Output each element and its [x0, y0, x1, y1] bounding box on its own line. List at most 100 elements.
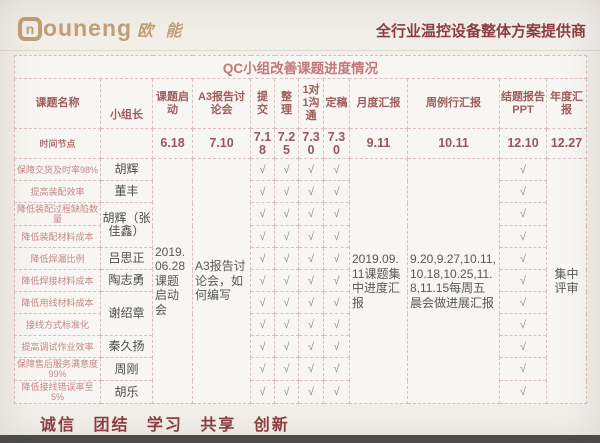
topic-cell: 接线方式标准化: [14, 313, 101, 336]
project-row: 降低用线材料成本 谢绍章 √ √ √ √ √: [14, 291, 587, 336]
submit-check: √: [250, 291, 275, 314]
ppt-check: √: [499, 357, 547, 381]
organize-check: √: [274, 313, 299, 336]
final-draft-check: √: [323, 202, 350, 226]
organize-check: √: [274, 247, 299, 270]
submit-check: √: [250, 380, 275, 404]
final-draft-check: √: [323, 247, 350, 270]
topic-cell: 保障售后服务满意度99%: [14, 357, 101, 381]
topic-cell: 降低用线材料成本: [14, 291, 101, 314]
topic-cell: 保障交货及时率98%: [14, 158, 101, 181]
leader-cell: 吕思正: [100, 247, 153, 270]
timeline-empty-cell: [100, 128, 153, 159]
logo-chinese-text: 欧 能: [137, 22, 186, 40]
timeline-date: 6.18: [152, 128, 193, 159]
submit-check: √: [250, 247, 275, 270]
timeline-label: 时间节点: [14, 128, 101, 159]
monthly-report-note: 2019.09.11课题集中进度汇报: [349, 158, 408, 404]
project-row: 降低装配过程缺陷数量 胡辉（张佳鑫） √ √ √ √ √: [14, 202, 587, 248]
ppt-check: √: [499, 335, 547, 358]
timeline-date: 7.30: [323, 128, 350, 159]
logo-mark-letter: n: [25, 20, 35, 37]
ppt-check: √: [499, 313, 547, 336]
progress-table-body: 保障交货及时率98% 胡辉 2019.06.28课题启动会 A3报告讨论会，如何编写 √…: [14, 158, 587, 404]
leader-cell: 谢绍章: [100, 291, 153, 336]
project-row: 降低焊接材料成本 陶志勇 √ √ √ √ √: [14, 269, 587, 292]
final-draft-check: √: [323, 291, 350, 314]
project-row: 接线方式标准化 √ √ √ √ √: [14, 313, 587, 336]
project-row: 保障售后服务满意度99% 周刚 √ √ √ √ √: [14, 357, 587, 381]
timeline-date: 7.10: [192, 128, 251, 159]
one-on-one-check: √: [298, 335, 324, 358]
submit-check: √: [250, 357, 275, 381]
final-draft-check: √: [323, 269, 350, 292]
timeline-date: 9.11: [349, 128, 408, 159]
topic-cell: 提高装配效率: [14, 180, 101, 203]
project-row: 降低装配材料成本 √ √ √ √ √: [14, 225, 587, 248]
organize-check: √: [274, 225, 299, 248]
company-logo: n ouneng 欧 能: [18, 15, 186, 42]
one-on-one-check: √: [298, 247, 324, 270]
one-on-one-check: √: [298, 357, 324, 381]
leader-cell: 周刚: [100, 357, 153, 381]
final-draft-check: √: [323, 380, 350, 404]
submit-check: √: [250, 269, 275, 292]
a3-discussion-note: A3报告讨论会，如何编写: [192, 158, 251, 404]
timeline-date: 12.27: [546, 128, 587, 159]
one-on-one-check: √: [298, 313, 324, 336]
timeline-date: 10.11: [407, 128, 500, 159]
submit-check: √: [250, 180, 275, 203]
progress-table-container: QC小组改善课题进度情况 课题名称 小组长 课题启动 A3报告讨论会 提交 整理…: [14, 55, 587, 404]
company-tagline: 全行业温控设备整体方案提供商: [375, 23, 586, 40]
leader-cell: 胡辉（张佳鑫）: [100, 202, 153, 248]
col-header-topic: 课题名称: [14, 78, 101, 129]
table-title: QC小组改善课题进度情况: [14, 55, 587, 79]
submit-check: √: [250, 202, 275, 226]
ppt-check: √: [499, 225, 547, 248]
topic-cell: 提高调试作业效率: [14, 335, 101, 358]
col-header-weekly: 周例行汇报: [407, 78, 500, 129]
timeline-row: 时间节点 6.18 7.10 7.18 7.25 7.30 7.30 9.11 …: [14, 128, 587, 159]
leader-cell: 胡辉: [100, 158, 153, 181]
logo-text: ouneng: [43, 15, 133, 41]
timeline-date: 7.18: [250, 128, 275, 159]
col-header-submit: 提交: [250, 78, 275, 129]
submit-check: √: [250, 335, 275, 358]
organize-check: √: [274, 335, 299, 358]
project-row: 提高调试作业效率 秦久扬 √ √ √ √ √: [14, 335, 587, 358]
col-header-final-draft: 定稿: [323, 78, 350, 129]
organize-check: √: [274, 380, 299, 404]
one-on-one-check: √: [298, 380, 324, 404]
one-on-one-check: √: [298, 291, 324, 314]
start-meeting-note: 2019.06.28课题启动会: [152, 158, 193, 404]
one-on-one-check: √: [298, 202, 324, 226]
submit-check: √: [250, 313, 275, 336]
final-draft-check: √: [323, 313, 350, 336]
one-on-one-check: √: [298, 269, 324, 292]
col-header-ppt: 结题报告PPT: [499, 78, 547, 129]
ppt-check: √: [499, 247, 547, 270]
ppt-check: √: [499, 202, 547, 226]
leader-cell: 董丰: [100, 180, 153, 203]
organize-check: √: [274, 269, 299, 292]
final-draft-check: √: [323, 225, 350, 248]
column-header-row: 课题名称 小组长 课题启动 A3报告讨论会 提交 整理 1对1沟通 定稿 月度汇…: [14, 78, 587, 129]
col-header-annual: 年度汇报: [546, 78, 587, 129]
project-row: 保障交货及时率98% 胡辉 2019.06.28课题启动会 A3报告讨论会，如何编写 √…: [14, 158, 587, 404]
one-on-one-check: √: [298, 158, 324, 181]
organize-check: √: [274, 180, 299, 203]
leader-cell: 陶志勇: [100, 269, 153, 292]
topic-cell: 降低装配材料成本: [14, 225, 101, 248]
one-on-one-check: √: [298, 180, 324, 203]
organize-check: √: [274, 202, 299, 226]
table-title-row: QC小组改善课题进度情况: [14, 55, 587, 79]
project-row: 提高装配效率 董丰 √ √ √ √ √: [14, 180, 587, 203]
brand-header: n ouneng 欧 能 全行业温控设备整体方案提供商: [0, 0, 600, 51]
topic-cell: 降低装配过程缺陷数量: [14, 202, 101, 226]
ppt-check: √: [499, 291, 547, 314]
timeline-date: 7.25: [274, 128, 299, 159]
project-row: 降低接线错误率至5% 胡乐 √ √ √ √ √: [14, 380, 587, 404]
leader-cell: 胡乐: [100, 380, 153, 404]
ppt-check: √: [499, 158, 547, 181]
organize-check: √: [274, 357, 299, 381]
